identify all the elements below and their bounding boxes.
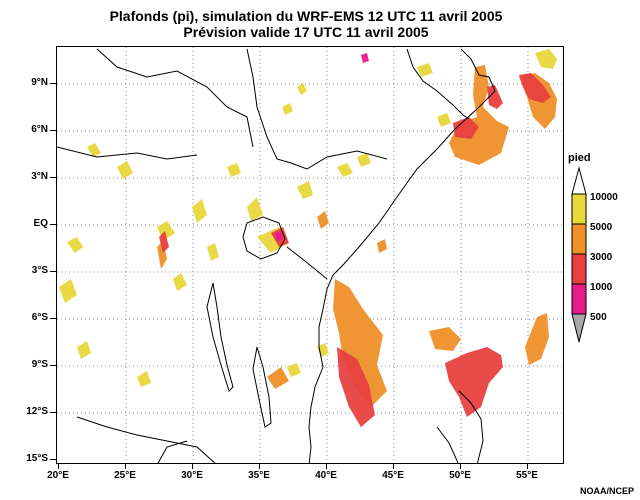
lat-label-6n: 6°N — [31, 124, 48, 135]
legend-label-3000: 3000 — [590, 252, 613, 263]
lat-label-9n: 9°N — [31, 77, 48, 88]
lat-label-3s: 3°S — [31, 265, 48, 276]
lon-label-50e: 50°E — [449, 470, 471, 481]
lon-tick — [527, 464, 528, 469]
map-svg — [57, 47, 563, 463]
lon-label-25e: 25°E — [114, 470, 136, 481]
coastlines-borders — [57, 48, 496, 463]
credit-label: NOAA/NCEP — [579, 486, 634, 496]
lat-tick — [50, 365, 56, 366]
lon-label-30e: 30°E — [181, 470, 203, 481]
lon-label-35e: 35°E — [248, 470, 270, 481]
lat-tick — [50, 83, 56, 84]
lat-label-eq: EQ — [33, 218, 48, 229]
lat-tick — [50, 224, 56, 225]
ceiling-10000-areas — [59, 49, 557, 387]
lat-tick — [50, 271, 56, 272]
lat-tick — [50, 318, 56, 319]
lat-label-15s: 15°S — [26, 453, 48, 464]
lon-label-55e: 55°E — [516, 470, 538, 481]
lat-label-12s: 12°S — [26, 406, 48, 417]
legend-color-bar — [571, 166, 587, 343]
map-title-line1: Plafonds (pi), simulation du WRF-EMS 12 … — [109, 8, 503, 24]
lat-tick — [50, 130, 56, 131]
lat-lon-grid — [57, 47, 563, 463]
legend-label-5000: 5000 — [590, 222, 613, 233]
lon-label-45e: 45°E — [382, 470, 404, 481]
lat-tick — [50, 177, 56, 178]
map-panel[interactable] — [56, 46, 564, 464]
legend-label-500: 500 — [590, 312, 607, 323]
lon-tick — [125, 464, 126, 469]
lon-tick — [259, 464, 260, 469]
lat-tick — [50, 412, 56, 413]
lon-tick — [192, 464, 193, 469]
lat-label-6s: 6°S — [31, 312, 48, 323]
lon-tick — [58, 464, 59, 469]
legend-label-1000: 1000 — [590, 282, 613, 293]
lon-label-40e: 40°E — [315, 470, 337, 481]
lon-tick — [393, 464, 394, 469]
legend-label-10000: 10000 — [590, 192, 618, 203]
lon-tick — [326, 464, 327, 469]
lat-tick — [50, 459, 56, 460]
lon-tick — [460, 464, 461, 469]
legend-title: pied — [568, 152, 591, 164]
lat-label-3n: 3°N — [31, 171, 48, 182]
lon-label-20e: 20°E — [47, 470, 69, 481]
ceiling-1000-areas — [275, 53, 369, 241]
lat-label-9s: 9°S — [31, 359, 48, 370]
map-title-line2: Prévision valide 17 UTC 11 avril 2005 — [183, 24, 429, 40]
ceiling-3000-areas — [159, 73, 551, 427]
